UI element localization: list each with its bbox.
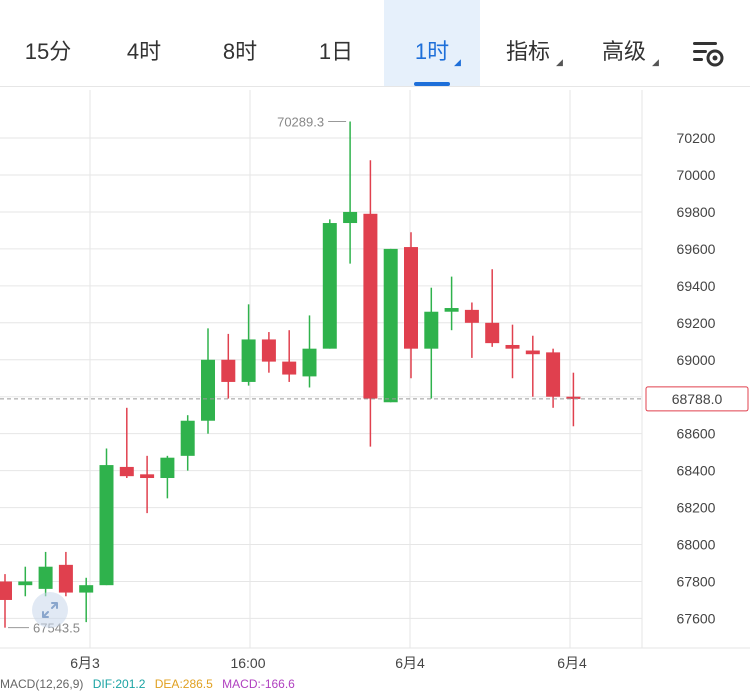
candle-body	[404, 247, 418, 349]
candle-body	[343, 211, 358, 224]
y-tick-label: 69800	[677, 204, 716, 220]
candle-body	[261, 339, 276, 362]
candle-body	[363, 213, 378, 399]
candle-body	[566, 396, 581, 399]
macd-dea: DEA:286.5	[154, 677, 213, 691]
expand-chart-button[interactable]	[32, 592, 68, 628]
candle-body	[0, 581, 12, 600]
candle-body	[302, 348, 317, 377]
tab-label: 4时	[126, 39, 162, 64]
y-tick-label: 69600	[677, 241, 716, 257]
y-tick-label: 68600	[677, 426, 716, 442]
high-price-label: 70289.3	[277, 115, 324, 130]
candle-body	[525, 350, 540, 355]
candle-body	[79, 585, 94, 593]
candlestick-chart[interactable]: 6760067800680006820068400686006880069000…	[0, 86, 750, 684]
candle-body	[444, 308, 459, 312]
tab-1h[interactable]: 1时 ◢	[384, 0, 480, 86]
tab-1d[interactable]: 1日	[288, 0, 384, 86]
y-tick-label: 67600	[677, 610, 716, 626]
caret-down-icon: ◢	[556, 57, 563, 67]
y-tick-label: 70200	[677, 130, 716, 146]
x-date-label: 6月3	[70, 655, 100, 671]
macd-value: MACD:-166.6	[222, 677, 295, 691]
tab-label: 15分	[24, 39, 72, 64]
macd-title: MACD(12,26,9)	[0, 677, 84, 691]
y-tick-label: 69200	[677, 315, 716, 331]
x-date-label: 16:00	[230, 655, 265, 671]
candle-body	[464, 309, 479, 323]
caret-down-icon: ◢	[454, 57, 461, 67]
tab-label: 1日	[318, 39, 354, 64]
candle-body	[424, 311, 439, 349]
candle-body	[38, 566, 53, 589]
y-tick-label: 68200	[677, 500, 716, 516]
timeframe-toolbar: 15分 4时 8时 1日 1时 ◢ 指标 ◢ 高级 ◢	[0, 0, 750, 87]
x-date-label: 6月4	[395, 655, 425, 671]
tab-advanced[interactable]: 高级 ◢	[576, 0, 672, 86]
candle-body	[58, 564, 73, 593]
candle-body	[99, 465, 114, 586]
y-tick-label: 70000	[677, 167, 716, 183]
tab-label: 指标	[505, 39, 550, 64]
expand-icon	[42, 602, 58, 618]
tab-label: 8时	[222, 39, 258, 64]
tab-4h[interactable]: 4时	[96, 0, 192, 86]
candle-body	[18, 581, 33, 586]
candle-body	[221, 359, 236, 382]
active-tab-indicator	[414, 82, 450, 86]
candle-body	[140, 474, 155, 479]
candle-body	[201, 359, 215, 421]
current-price-tag	[645, 386, 749, 412]
y-tick-label: 69400	[677, 278, 716, 294]
y-tick-label: 68000	[677, 537, 716, 553]
y-tick-label: 69000	[677, 352, 716, 368]
chart-settings-icon	[693, 42, 724, 67]
tab-8h[interactable]: 8时	[192, 0, 288, 86]
candle-body	[322, 223, 337, 349]
tab-label: 高级	[601, 39, 646, 64]
caret-down-icon: ◢	[652, 57, 659, 67]
y-tick-label: 68400	[677, 463, 716, 479]
macd-dif: DIF:201.2	[92, 677, 146, 691]
candle-body	[119, 466, 134, 477]
y-tick-label: 67800	[677, 573, 716, 589]
candle-body	[241, 339, 256, 382]
tab-indicators[interactable]: 指标 ◢	[480, 0, 576, 86]
candle-body	[383, 248, 398, 403]
candle-body	[485, 322, 500, 344]
x-date-label: 6月4	[557, 655, 587, 671]
candle-body	[282, 361, 297, 375]
candle-body	[505, 344, 520, 349]
candle-body	[546, 352, 561, 397]
tab-15min[interactable]: 15分	[0, 0, 96, 86]
chart-settings-button[interactable]	[690, 36, 726, 70]
candle-body	[160, 457, 175, 479]
tab-label: 1时	[414, 39, 450, 64]
candle-body	[180, 420, 195, 456]
current-price-label: 68788.0	[672, 391, 723, 407]
